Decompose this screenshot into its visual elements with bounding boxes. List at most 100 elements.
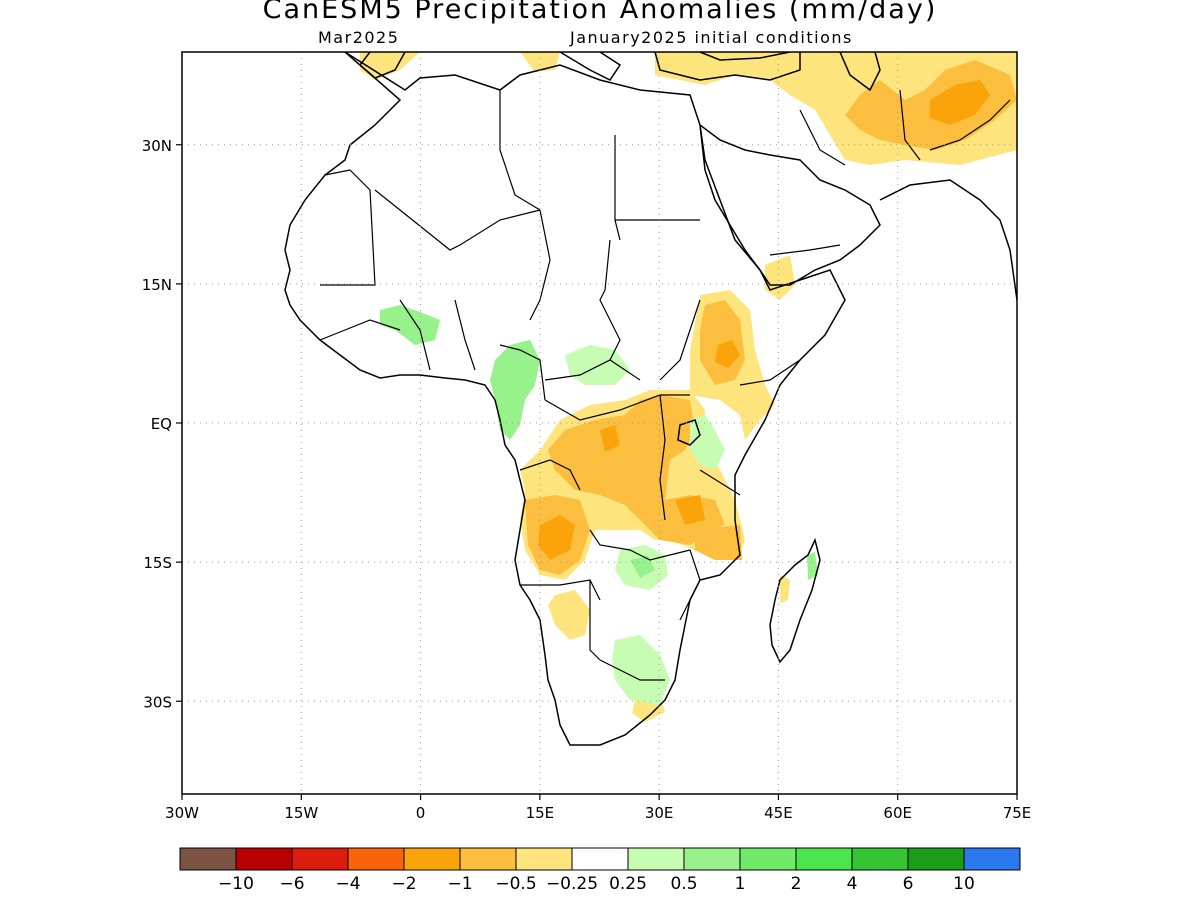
- italy-coastline: [559, 52, 622, 81]
- colorbar-swatch: [403, 847, 461, 871]
- border-niger-chad: [529, 209, 551, 321]
- colorbar-swatch: [235, 847, 293, 871]
- madagascar-coastline: [769, 537, 821, 664]
- border-namibia-botswana: [589, 580, 601, 661]
- border-libya-egypt: [614, 135, 621, 241]
- anomaly-afghanistan-dry-strong: [930, 80, 990, 125]
- anomaly-botswana-wet: [612, 635, 670, 705]
- colorbar-swatch: [627, 847, 685, 871]
- anomaly-mozambique-dry-mid: [695, 525, 742, 560]
- anomaly-madagascar-dry: [780, 575, 790, 603]
- border-zambia: [589, 529, 691, 561]
- colorbar-swatch: [739, 847, 797, 871]
- colorbar-label: −10: [218, 874, 254, 894]
- colorbar-label: 6: [903, 874, 914, 894]
- africa-coastline: [284, 52, 846, 746]
- anomaly-ethiopia-dry-strong: [715, 340, 740, 368]
- border-mauritania: [320, 169, 376, 286]
- colorbar-label: −6: [279, 874, 304, 894]
- anomaly-west-africa-wet: [380, 305, 440, 345]
- border-botswana-south: [599, 659, 665, 681]
- political-borders: [319, 89, 1011, 681]
- colorbar-label: −4: [335, 874, 360, 894]
- turkey-coastline: [654, 52, 801, 81]
- colorbar-label: 1: [735, 874, 746, 894]
- coastlines: [284, 52, 1017, 746]
- lon-tick-label: 15E: [526, 804, 555, 822]
- anomaly-shading: [360, 52, 1017, 722]
- border-west-africa-2: [399, 299, 431, 371]
- valid-month-label: Mar2025: [318, 28, 400, 47]
- colorbar-label: −0.25: [546, 874, 598, 894]
- border-saudi-yemen: [769, 244, 841, 256]
- anomaly-drc-dry-strong: [600, 425, 620, 452]
- colorbar-swatch: [963, 847, 1021, 871]
- border-car: [544, 359, 641, 381]
- caspian-coastline: [839, 52, 881, 92]
- colorbar-label: 2: [791, 874, 802, 894]
- colorbar-label: −1: [447, 874, 472, 894]
- anomaly-yemen-dry: [765, 255, 795, 300]
- lat-tick-label: EQ: [151, 415, 172, 433]
- colorbar-swatch: [683, 847, 741, 871]
- border-algeria-libya: [499, 90, 541, 211]
- border-chad-sudan: [599, 239, 621, 361]
- colorbar-swatch: [179, 847, 237, 871]
- anomaly-angola-dry-strong: [538, 515, 575, 560]
- border-mali-niger: [374, 189, 541, 251]
- anomaly-ethiopia-dry-mid: [700, 300, 745, 385]
- border-sudan-ethiopia: [659, 299, 701, 381]
- lat-tick-label: 30S: [143, 693, 172, 711]
- lon-tick-label: 75E: [1003, 804, 1032, 822]
- colorbar-label: 10: [953, 874, 975, 894]
- map-grid: [182, 52, 1017, 794]
- lon-tick-label: 45E: [764, 804, 793, 822]
- lon-tick-label: 0: [416, 804, 426, 822]
- lon-tick-label: 30W: [165, 804, 199, 822]
- border-iraq-iran: [799, 109, 846, 166]
- colorbar-swatch: [851, 847, 909, 871]
- lat-tick-label: 15N: [142, 276, 172, 294]
- latitude-ticks: 30N 15N EQ 15S 30S: [142, 137, 182, 711]
- anomaly-zambia-wet-core: [630, 556, 655, 578]
- anomaly-namibia-dry: [548, 590, 590, 640]
- lat-tick-label: 30N: [142, 137, 172, 155]
- colorbar-swatch: [571, 847, 629, 871]
- colorbar-label: 0.25: [609, 874, 647, 894]
- map-content: [284, 52, 1017, 746]
- border-angola-south: [520, 579, 601, 601]
- anomaly-east-africa-wet: [690, 415, 725, 470]
- colorbar-swatch: [795, 847, 853, 871]
- colorbar-label: −0.5: [495, 874, 536, 894]
- border-drc-west: [519, 459, 581, 491]
- anomaly-madagascar-wet: [807, 552, 818, 580]
- iberia-coastline: [358, 52, 406, 79]
- colorbar-swatch: [291, 847, 349, 871]
- map-title: CanESM5 Precipitation Anomalies (mm/day): [262, 0, 938, 25]
- anomaly-car-wet: [565, 345, 630, 385]
- border-nigeria: [454, 299, 476, 371]
- initial-conditions-label: January2025 initial conditions: [570, 28, 853, 47]
- anomaly-north-africa-coast-dry: [360, 52, 420, 80]
- border-iran-afghanistan: [899, 89, 921, 161]
- colorbar: −10 −6 −4 −2 −1 −0.5 −0.25 0.25 0.5 1 2 4 6 10: [179, 847, 1021, 894]
- lon-tick-label: 15W: [284, 804, 318, 822]
- border-kenya-tanzania: [699, 469, 741, 496]
- arabian-peninsula-coastline: [699, 123, 881, 286]
- colorbar-swatch: [907, 847, 965, 871]
- lon-tick-label: 60E: [883, 804, 912, 822]
- longitude-ticks: 30W 15W 0 15E 30E 45E 60E 75E: [165, 794, 1031, 822]
- border-ethiopia-somalia: [739, 359, 801, 386]
- anomaly-nigeria-cameroon-wet: [490, 340, 540, 440]
- border-mozambique: [679, 549, 701, 621]
- border-drc-north: [544, 394, 690, 421]
- anomaly-mediterranean-dry: [520, 52, 560, 72]
- border-drc-east: [659, 394, 666, 521]
- colorbar-swatch: [459, 847, 517, 871]
- colorbar-swatch: [347, 847, 405, 871]
- asia-coastline: [879, 179, 1017, 301]
- lake-victoria: [677, 419, 701, 446]
- lat-tick-label: 15S: [143, 554, 172, 572]
- colorbar-swatch: [515, 847, 573, 871]
- border-cameroon: [499, 344, 546, 401]
